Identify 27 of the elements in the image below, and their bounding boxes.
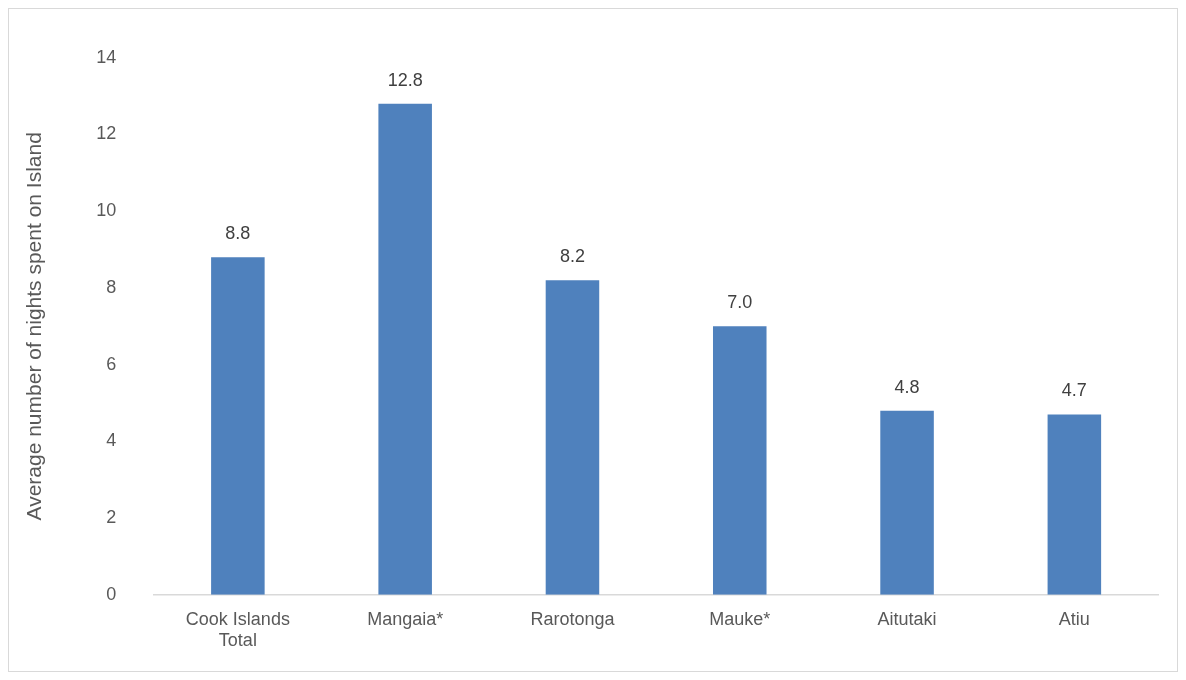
bar	[378, 103, 432, 595]
bar	[880, 410, 934, 595]
y-tick-label: 8	[106, 276, 117, 297]
data-label: 8.8	[225, 223, 251, 244]
bar	[545, 280, 600, 595]
bar	[712, 326, 767, 595]
x-tick-label: Rarotonga	[530, 608, 616, 629]
y-tick-label: 0	[106, 583, 117, 604]
x-tick-label: Aitutaki	[877, 608, 937, 629]
x-tick-label: Mauke*	[709, 608, 771, 629]
data-label: 8.2	[559, 246, 585, 267]
y-tick-label: 2	[106, 507, 117, 528]
data-label: 12.8	[387, 69, 423, 90]
y-tick-label: 14	[96, 46, 117, 67]
bar	[1047, 414, 1102, 595]
y-tick-label: 10	[96, 200, 117, 221]
x-tick-label: Cook Islands Total	[185, 608, 290, 651]
y-tick-label: 4	[106, 430, 117, 451]
data-label: 7.0	[727, 292, 753, 313]
y-axis-title: Average number of nights spent on Island	[22, 132, 46, 521]
data-label: 4.7	[1061, 380, 1087, 401]
data-label: 4.8	[894, 376, 920, 397]
bar	[211, 257, 265, 595]
x-tick-label: Atiu	[1058, 608, 1090, 629]
x-tick-label: Mangaia*	[367, 608, 444, 629]
y-tick-label: 6	[106, 353, 117, 374]
y-tick-label: 12	[96, 123, 117, 144]
